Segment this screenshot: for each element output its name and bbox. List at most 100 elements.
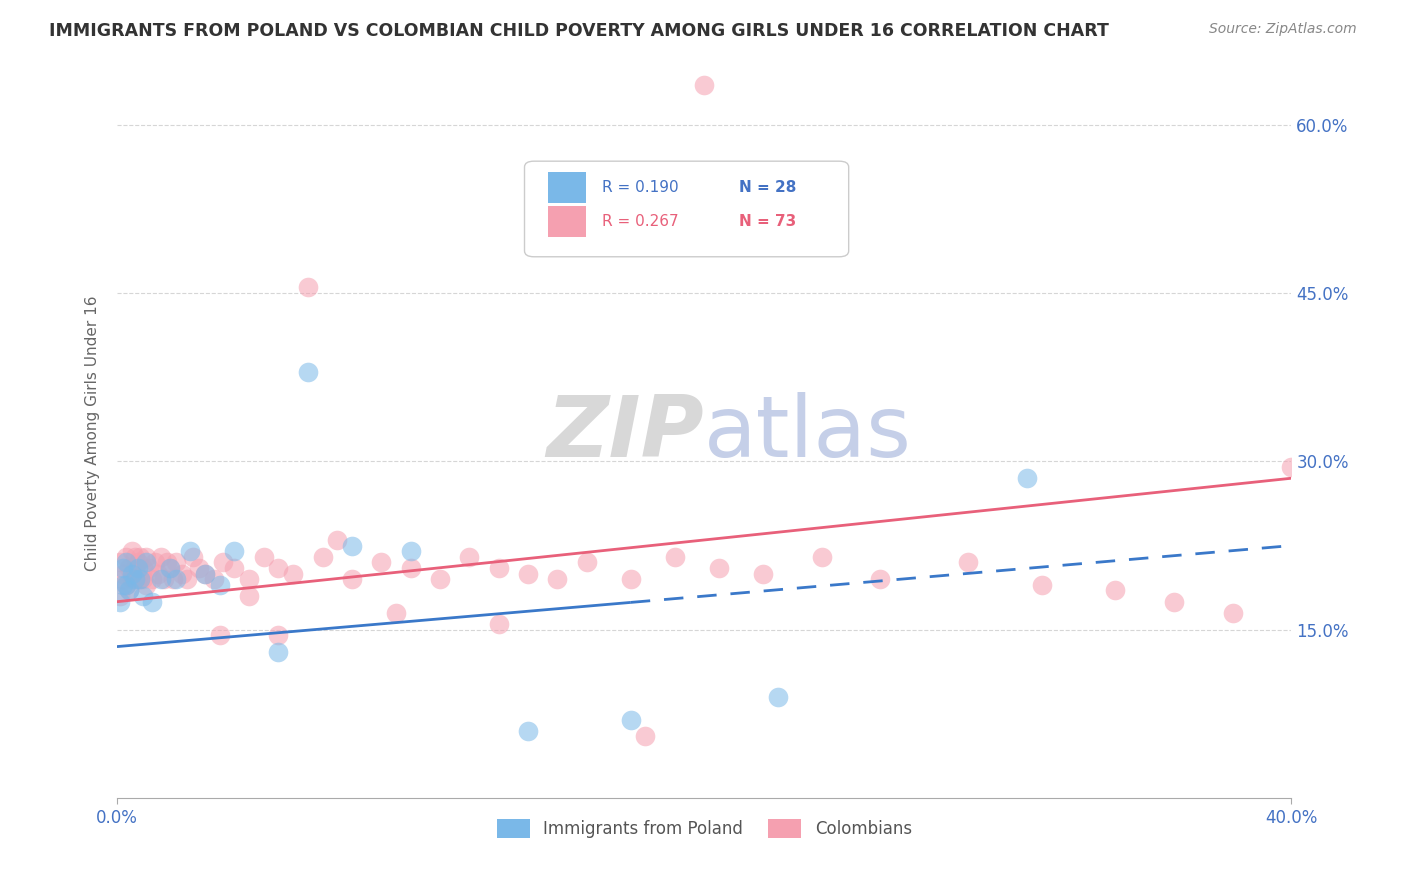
Point <box>114 556 136 570</box>
Point <box>517 566 540 581</box>
FancyBboxPatch shape <box>548 172 585 202</box>
Point <box>150 549 173 564</box>
Point <box>429 572 451 586</box>
Point <box>143 556 166 570</box>
Point <box>129 549 152 564</box>
Point <box>620 572 643 586</box>
Point <box>238 589 260 603</box>
Point <box>253 549 276 564</box>
Point <box>150 572 173 586</box>
Point <box>146 566 169 581</box>
Point <box>170 566 193 581</box>
Point <box>162 572 184 586</box>
Point <box>385 606 408 620</box>
Legend: Immigrants from Poland, Colombians: Immigrants from Poland, Colombians <box>489 812 918 845</box>
Point <box>159 561 181 575</box>
Point <box>575 556 598 570</box>
Text: N = 28: N = 28 <box>740 180 797 195</box>
Point <box>121 544 143 558</box>
Point <box>165 556 187 570</box>
Point <box>211 556 233 570</box>
Point <box>1163 595 1185 609</box>
Y-axis label: Child Poverty Among Girls Under 16: Child Poverty Among Girls Under 16 <box>86 295 100 571</box>
FancyBboxPatch shape <box>524 161 849 257</box>
Point <box>118 583 141 598</box>
Point <box>340 539 363 553</box>
Point <box>132 561 155 575</box>
Point <box>620 713 643 727</box>
Point <box>156 556 179 570</box>
Point <box>124 549 146 564</box>
Point <box>546 572 568 586</box>
Point <box>114 549 136 564</box>
Point <box>194 566 217 581</box>
Point <box>121 566 143 581</box>
Point <box>1017 471 1039 485</box>
Point <box>766 690 789 705</box>
Point <box>124 572 146 586</box>
Point <box>118 583 141 598</box>
Point <box>181 549 204 564</box>
Point <box>108 556 131 570</box>
Text: R = 0.190: R = 0.190 <box>602 180 679 195</box>
Point <box>194 566 217 581</box>
Point <box>135 556 157 570</box>
Point <box>810 549 832 564</box>
Point <box>127 556 149 570</box>
Point <box>488 561 510 575</box>
Point <box>208 578 231 592</box>
Point <box>224 561 246 575</box>
Point <box>693 78 716 93</box>
Point <box>707 561 730 575</box>
Point <box>159 561 181 575</box>
Point <box>1031 578 1053 592</box>
Point <box>238 572 260 586</box>
Point <box>1222 606 1244 620</box>
Point <box>957 556 980 570</box>
Point <box>138 561 160 575</box>
Point <box>188 561 211 575</box>
Point <box>118 561 141 575</box>
Point <box>141 595 163 609</box>
Text: Source: ZipAtlas.com: Source: ZipAtlas.com <box>1209 22 1357 37</box>
Point <box>311 549 333 564</box>
Point <box>326 533 349 547</box>
Point <box>267 561 290 575</box>
Point <box>208 628 231 642</box>
Point <box>664 549 686 564</box>
Point <box>267 628 290 642</box>
Point <box>297 365 319 379</box>
Point <box>634 730 657 744</box>
Point <box>127 561 149 575</box>
FancyBboxPatch shape <box>548 206 585 237</box>
Point <box>135 578 157 592</box>
Point <box>267 645 290 659</box>
Text: atlas: atlas <box>704 392 912 475</box>
Point <box>132 589 155 603</box>
Point <box>458 549 481 564</box>
Point <box>869 572 891 586</box>
Point <box>340 572 363 586</box>
Point <box>111 578 134 592</box>
Point <box>165 572 187 586</box>
Point <box>297 280 319 294</box>
Point <box>399 561 422 575</box>
Point <box>141 572 163 586</box>
Point <box>1281 460 1303 475</box>
Point <box>153 572 176 586</box>
Point <box>124 561 146 575</box>
Point <box>176 572 198 586</box>
Point <box>111 561 134 575</box>
Point <box>179 544 201 558</box>
Point <box>224 544 246 558</box>
Point <box>135 549 157 564</box>
Point <box>752 566 775 581</box>
Point <box>121 572 143 586</box>
Point <box>202 572 225 586</box>
Point <box>1104 583 1126 598</box>
Point <box>129 572 152 586</box>
Point <box>488 617 510 632</box>
Point <box>108 595 131 609</box>
Text: ZIP: ZIP <box>547 392 704 475</box>
Point <box>399 544 422 558</box>
